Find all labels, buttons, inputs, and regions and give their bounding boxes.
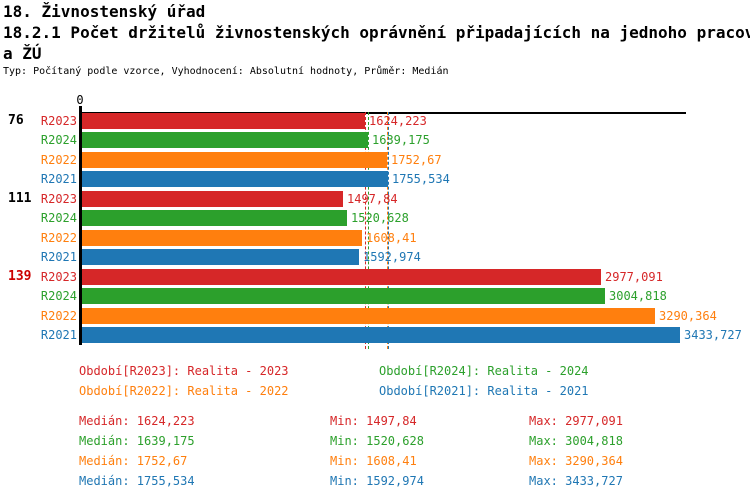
stat-min-r2023: Min: 1497,84 [330,414,417,428]
stat-max-r2021: Max: 3433,727 [529,474,623,488]
bar-r2023-g76 [82,113,365,129]
series-label-r2024-g111: R2024 [40,211,77,225]
value-label-r2024-g139: 3004,818 [609,289,667,303]
value-label-r2021-g111: 1592,974 [363,250,421,264]
stat-max-r2023: Max: 2977,091 [529,414,623,428]
chart-meta-line: Typ: Počítaný podle vzorce, Vyhodnocení:… [3,66,449,77]
bar-r2024-g76 [82,132,368,148]
chart-subtitle: 18.2.1 Počet držitelů živnostenských opr… [3,23,750,42]
median-line-r2024 [367,112,369,349]
series-label-r2022-g111: R2022 [40,231,77,245]
bar-r2024-g139 [82,288,605,304]
stat-max-r2022: Max: 3290,364 [529,454,623,468]
series-label-r2022-g139: R2022 [40,309,77,323]
series-label-r2021-g76: R2021 [40,172,77,186]
median-line-r2021 [387,112,389,349]
x-axis-line [79,112,686,114]
stat-median-r2023: Medián: 1624,223 [79,414,195,428]
value-label-r2022-g111: 1608,41 [366,231,417,245]
axis-zero-tick-label: 0 [76,93,84,107]
bar-r2021-g111 [82,249,359,265]
legend-item-r2021: Období[R2021]: Realita - 2021 [379,384,589,398]
series-label-r2021-g111: R2021 [40,250,77,264]
legend-item-r2024: Období[R2024]: Realita - 2024 [379,364,589,378]
legend-item-r2022: Období[R2022]: Realita - 2022 [79,384,289,398]
bar-r2023-g111 [82,191,343,207]
bar-r2022-g111 [82,230,362,246]
series-label-r2022-g76: R2022 [40,153,77,167]
bar-r2021-g76 [82,171,388,187]
y-axis-line [79,106,82,345]
value-label-r2022-g139: 3290,364 [659,309,717,323]
value-label-r2021-g139: 3433,727 [684,328,742,342]
value-label-r2022-g76: 1752,67 [391,153,442,167]
value-label-r2021-g76: 1755,534 [392,172,450,186]
stat-median-r2024: Medián: 1639,175 [79,434,195,448]
series-label-r2024-g139: R2024 [40,289,77,303]
value-label-r2023-g76: 1624,223 [369,114,427,128]
bar-r2022-g76 [82,152,387,168]
stat-median-r2022: Medián: 1752,67 [79,454,188,468]
bar-r2022-g139 [82,308,655,324]
group-label-111: 111 [8,191,32,206]
series-label-r2024-g76: R2024 [40,133,77,147]
group-label-76: 76 [8,113,24,128]
page-title: 18. Živnostenský úřad [3,2,206,21]
group-label-139: 139 [8,269,32,284]
bar-r2024-g111 [82,210,347,226]
chart-subtitle-wrap: a ŽÚ [3,44,42,63]
median-line-r2023 [364,112,366,349]
stat-min-r2024: Min: 1520,628 [330,434,424,448]
stat-median-r2021: Medián: 1755,534 [79,474,195,488]
series-label-r2023-g111: R2023 [40,192,77,206]
stat-max-r2024: Max: 3004,818 [529,434,623,448]
series-label-r2021-g139: R2021 [40,328,77,342]
bar-r2021-g139 [82,327,680,343]
stat-min-r2022: Min: 1608,41 [330,454,417,468]
value-label-r2023-g111: 1497,84 [347,192,398,206]
stat-min-r2021: Min: 1592,974 [330,474,424,488]
value-label-r2024-g111: 1520,628 [351,211,409,225]
series-label-r2023-g139: R2023 [40,270,77,284]
value-label-r2023-g139: 2977,091 [605,270,663,284]
bar-r2023-g139 [82,269,601,285]
value-label-r2024-g76: 1639,175 [372,133,430,147]
legend-item-r2023: Období[R2023]: Realita - 2023 [79,364,289,378]
series-label-r2023-g76: R2023 [40,114,77,128]
